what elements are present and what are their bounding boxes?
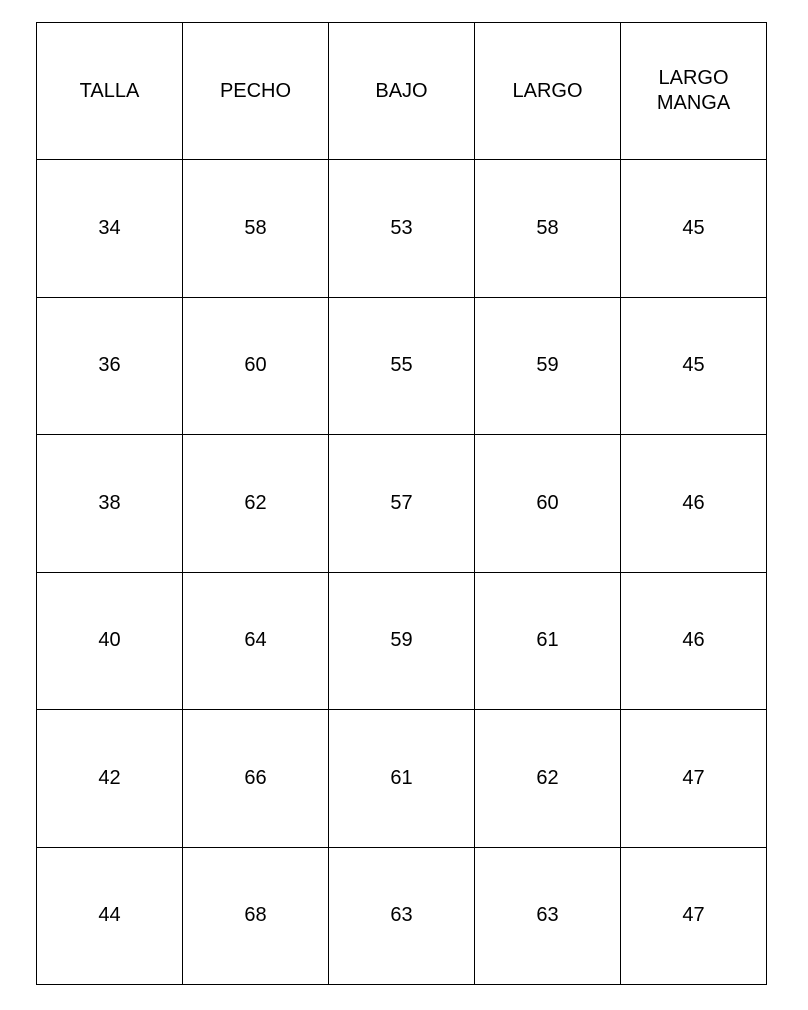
table-cell: 46 [620,434,767,573]
header-bajo: BAJO [375,79,428,102]
table-cell: 64 [182,571,329,710]
table-cell: 40 [36,571,183,710]
table-cell: 42 [36,709,183,848]
table-row: 42 66 61 62 47 [36,709,767,848]
header-cell: LARGO [474,22,621,160]
table-cell: 45 [620,159,767,298]
header-cell: BAJO [328,22,475,160]
table-cell: 63 [474,846,621,985]
header-cell: LARGO MANGA [620,22,767,160]
table-cell: 36 [36,296,183,435]
table-cell: 60 [474,434,621,573]
table-row: 40 64 59 61 46 [36,571,767,710]
table-cell: 59 [328,571,475,710]
table-cell: 58 [182,159,329,298]
table-cell: 62 [474,709,621,848]
table-cell: 34 [36,159,183,298]
table-cell: 44 [36,846,183,985]
table-cell: 63 [328,846,475,985]
table-cell: 61 [328,709,475,848]
table-row: 38 62 57 60 46 [36,434,767,573]
header-talla: TALLA [79,79,140,102]
table-row: 34 58 53 58 45 [36,159,767,298]
table-cell: 68 [182,846,329,985]
header-cell: PECHO [182,22,329,160]
table-cell: 53 [328,159,475,298]
table-cell: 47 [620,846,767,985]
header-cell: TALLA [36,22,183,160]
table-header-row: TALLA PECHO BAJO LARGO LARGO MANGA [36,22,767,160]
table-row: 44 68 63 63 47 [36,846,767,985]
table-cell: 47 [620,709,767,848]
table-cell: 59 [474,296,621,435]
size-chart-table: TALLA PECHO BAJO LARGO LARGO MANGA 34 58 5… [36,22,767,985]
table-cell: 45 [620,296,767,435]
table-cell: 66 [182,709,329,848]
table-cell: 46 [620,571,767,710]
table-cell: 38 [36,434,183,573]
table-row: 36 60 55 59 45 [36,296,767,435]
header-largo: LARGO [512,79,583,102]
table-cell: 62 [182,434,329,573]
table-cell: 57 [328,434,475,573]
table-cell: 55 [328,296,475,435]
table-cell: 58 [474,159,621,298]
table-cell: 60 [182,296,329,435]
header-largo-manga: LARGO MANGA [656,67,731,114]
header-pecho: PECHO [219,79,292,102]
table-cell: 61 [474,571,621,710]
